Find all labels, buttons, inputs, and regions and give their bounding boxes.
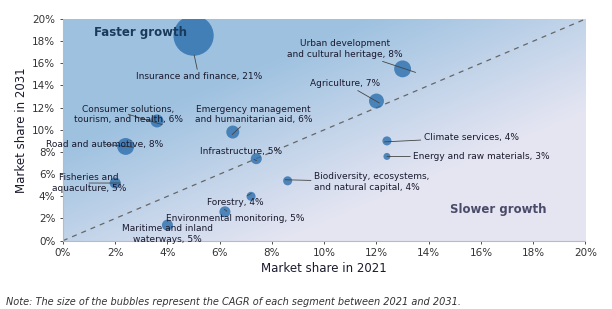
- Point: [283, 178, 293, 183]
- Text: Insurance and finance, 21%: Insurance and finance, 21%: [136, 55, 262, 81]
- Point: [371, 99, 381, 104]
- Point: [220, 210, 230, 214]
- Text: Emergency management
and humanitarian aid, 6%: Emergency management and humanitarian ai…: [195, 105, 312, 135]
- Text: Forestry, 4%: Forestry, 4%: [207, 193, 264, 207]
- Point: [110, 180, 120, 185]
- Text: Fisheries and
aquaculture, 5%: Fisheries and aquaculture, 5%: [52, 173, 126, 193]
- Text: Slower growth: Slower growth: [450, 203, 546, 216]
- Text: Climate services, 4%: Climate services, 4%: [384, 133, 518, 142]
- Text: Faster growth: Faster growth: [94, 26, 187, 39]
- Text: Note: The size of the bubbles represent the CAGR of each segment between 2021 an: Note: The size of the bubbles represent …: [6, 298, 461, 307]
- Point: [188, 33, 198, 38]
- Point: [152, 118, 162, 123]
- Text: Infrastructure, 5%: Infrastructure, 5%: [200, 147, 282, 161]
- Text: Maritime and inland
waterways, 5%: Maritime and inland waterways, 5%: [122, 221, 213, 244]
- Point: [398, 66, 408, 71]
- Point: [382, 138, 392, 143]
- X-axis label: Market share in 2021: Market share in 2021: [261, 262, 387, 275]
- Point: [252, 156, 261, 161]
- Point: [382, 154, 392, 159]
- Text: Consumer solutions,
tourism, and health, 6%: Consumer solutions, tourism, and health,…: [74, 105, 183, 125]
- Point: [163, 223, 173, 228]
- Point: [228, 129, 237, 134]
- Text: Road and automotive, 8%: Road and automotive, 8%: [46, 140, 163, 149]
- Text: Biodiversity, ecosystems,
and natural capital, 4%: Biodiversity, ecosystems, and natural ca…: [285, 172, 429, 192]
- Point: [121, 144, 130, 149]
- Text: Agriculture, 7%: Agriculture, 7%: [310, 79, 380, 103]
- Y-axis label: Market share in 2031: Market share in 2031: [15, 67, 28, 193]
- Text: Energy and raw materials, 3%: Energy and raw materials, 3%: [387, 152, 550, 161]
- Text: Urban development
and cultural heritage, 8%: Urban development and cultural heritage,…: [287, 39, 416, 72]
- Text: Environmental monitoring, 5%: Environmental monitoring, 5%: [166, 209, 305, 223]
- Point: [246, 194, 256, 199]
